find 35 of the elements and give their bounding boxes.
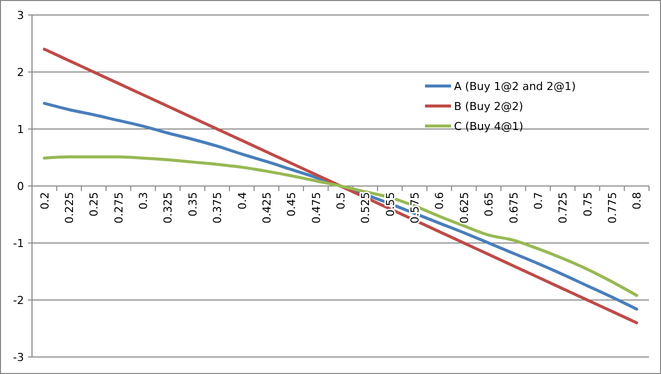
x-tick-label: 0.5 xyxy=(334,192,348,210)
x-tick-label: 0.8 xyxy=(630,192,644,210)
x-tick-label: 0.35 xyxy=(186,192,200,216)
y-tick-label: 2 xyxy=(17,66,24,79)
x-tick-label: 0.65 xyxy=(482,192,496,216)
y-tick-label: -1 xyxy=(13,236,24,250)
x-tick-label: 0.725 xyxy=(556,192,570,224)
x-tick-label: 0.275 xyxy=(112,192,126,224)
legend-label: C (Buy 4@1) xyxy=(454,120,524,133)
x-tick-label: 0.6 xyxy=(433,192,446,210)
x-tick-label: 0.625 xyxy=(458,192,471,224)
x-tick-label: 0.675 xyxy=(507,192,520,224)
legend-label: A (Buy 1@2 and 2@1) xyxy=(454,80,576,93)
y-tick-label: 3 xyxy=(17,8,24,22)
x-tick-label: 0.475 xyxy=(310,192,323,224)
x-tick-label: 0.2 xyxy=(38,192,52,210)
y-tick-label: 1 xyxy=(17,122,24,136)
x-tick-label: 0.3 xyxy=(137,192,150,210)
x-tick-label: 0.25 xyxy=(88,192,101,216)
x-tick-label: 0.45 xyxy=(285,192,298,216)
x-tick-label: 0.225 xyxy=(63,192,76,224)
x-tick-label: 0.775 xyxy=(606,192,619,224)
x-tick-label: 0.55 xyxy=(384,192,397,216)
x-tick-label: 0.425 xyxy=(260,192,274,224)
y-tick-label: 0 xyxy=(17,180,24,193)
x-tick-label: 0.575 xyxy=(408,192,422,224)
x-tick-label: 0.7 xyxy=(532,192,545,210)
x-tick-label: 0.375 xyxy=(211,192,224,224)
x-tick-label: 0.75 xyxy=(581,192,594,216)
x-tick-label: 0.4 xyxy=(236,192,249,210)
x-tick-label: 0.325 xyxy=(162,192,175,224)
legend-label: B (Buy 2@2) xyxy=(454,100,524,113)
y-tick-label: -3 xyxy=(13,350,24,364)
y-tick-label: -2 xyxy=(13,294,24,307)
x-tick-label: 0.525 xyxy=(359,192,372,224)
